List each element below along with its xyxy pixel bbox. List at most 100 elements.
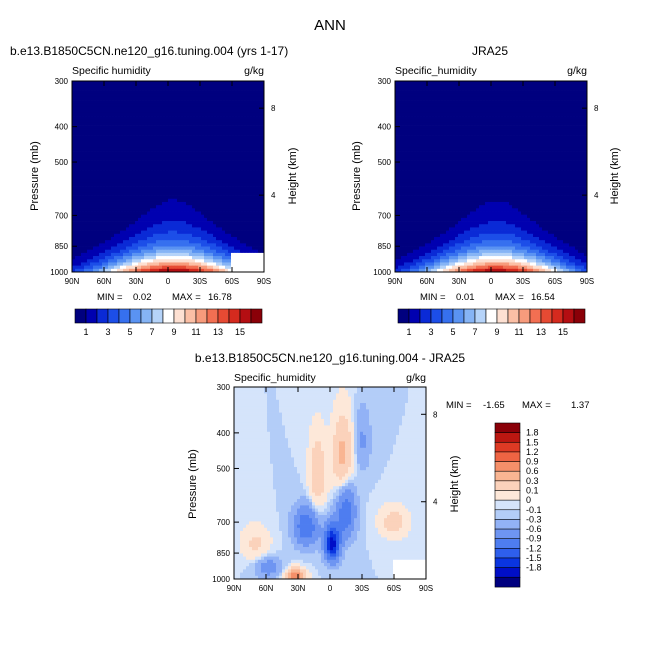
colorbar-swatch — [196, 309, 207, 323]
field-cell — [117, 189, 120, 193]
field-cell — [222, 215, 225, 219]
field-cell — [117, 151, 120, 155]
field-cell — [120, 262, 123, 266]
field-cell — [174, 231, 177, 235]
field-cell — [129, 110, 132, 114]
field-cell — [195, 192, 198, 196]
field-cell — [105, 100, 108, 104]
field-cell — [428, 132, 431, 136]
field-cell — [165, 91, 168, 95]
field-cell — [252, 212, 255, 216]
field-cell — [114, 116, 117, 120]
field-cell — [159, 253, 162, 257]
colorbar-label: 9 — [171, 327, 176, 337]
field-cell — [186, 151, 189, 155]
field-cell — [440, 81, 443, 85]
field-cell — [234, 256, 237, 260]
field-cell — [548, 129, 551, 133]
field-cell — [563, 103, 566, 107]
field-cell — [102, 224, 105, 228]
field-cell — [123, 138, 126, 142]
field-cell — [563, 116, 566, 120]
field-cell — [213, 129, 216, 133]
field-cell — [506, 132, 509, 136]
field-cell — [117, 91, 120, 95]
field-cell — [111, 167, 114, 171]
field-cell — [108, 106, 111, 110]
field-cell — [252, 253, 255, 257]
field-cell — [168, 94, 171, 98]
field-cell — [87, 138, 90, 142]
field-cell — [470, 87, 473, 91]
field-cell — [108, 167, 111, 171]
field-cell — [237, 202, 240, 206]
field-cell — [255, 231, 258, 235]
field-cell — [210, 250, 213, 254]
field-cell — [111, 218, 114, 222]
field-cell — [189, 164, 192, 168]
field-cell — [464, 110, 467, 114]
field-cell — [222, 170, 225, 174]
field-cell — [533, 97, 536, 101]
field-cell — [102, 161, 105, 165]
field-cell — [84, 180, 87, 184]
field-cell — [117, 212, 120, 216]
field-cell — [255, 215, 258, 219]
field-cell — [416, 122, 419, 126]
field-cell — [213, 199, 216, 203]
field-cell — [219, 221, 222, 225]
field-cell — [560, 113, 563, 117]
field-cell — [452, 116, 455, 120]
field-cell — [111, 110, 114, 114]
field-cell — [129, 151, 132, 155]
field-cell — [99, 256, 102, 260]
field-cell — [144, 116, 147, 120]
field-cell — [225, 231, 228, 235]
field-cell — [575, 129, 578, 133]
field-cell — [72, 106, 75, 110]
field-cell — [213, 84, 216, 88]
field-cell — [171, 192, 174, 196]
field-cell — [126, 266, 129, 270]
field-cell — [129, 170, 132, 174]
field-cell — [581, 126, 584, 130]
field-cell — [117, 161, 120, 165]
field-cell — [186, 103, 189, 107]
field-cell — [165, 87, 168, 91]
field-cell — [428, 122, 431, 126]
field-cell — [234, 177, 237, 181]
field-cell — [410, 126, 413, 130]
field-cell — [153, 262, 156, 266]
field-cell — [177, 154, 180, 158]
field-cell — [198, 256, 201, 260]
field-cell — [246, 250, 249, 254]
field-cell — [452, 119, 455, 123]
field-cell — [99, 113, 102, 117]
field-cell — [141, 145, 144, 149]
field-cell — [174, 177, 177, 181]
field-cell — [210, 208, 213, 212]
field-cell — [545, 103, 548, 107]
field-cell — [255, 243, 258, 247]
field-cell — [581, 110, 584, 114]
field-cell — [213, 218, 216, 222]
field-cell — [246, 116, 249, 120]
field-cell — [96, 170, 99, 174]
field-cell — [252, 202, 255, 206]
field-cell — [84, 227, 87, 231]
field-cell — [216, 237, 219, 241]
field-cell — [96, 87, 99, 91]
field-cell — [195, 148, 198, 152]
field-cell — [258, 202, 261, 206]
field-cell — [171, 186, 174, 190]
field-cell — [207, 218, 210, 222]
field-cell — [234, 240, 237, 244]
field-cell — [141, 177, 144, 181]
field-cell — [228, 81, 231, 85]
field-cell — [542, 103, 545, 107]
field-cell — [189, 132, 192, 136]
field-cell — [135, 253, 138, 257]
field-cell — [189, 161, 192, 165]
field-cell — [129, 183, 132, 187]
field-cell — [159, 186, 162, 190]
